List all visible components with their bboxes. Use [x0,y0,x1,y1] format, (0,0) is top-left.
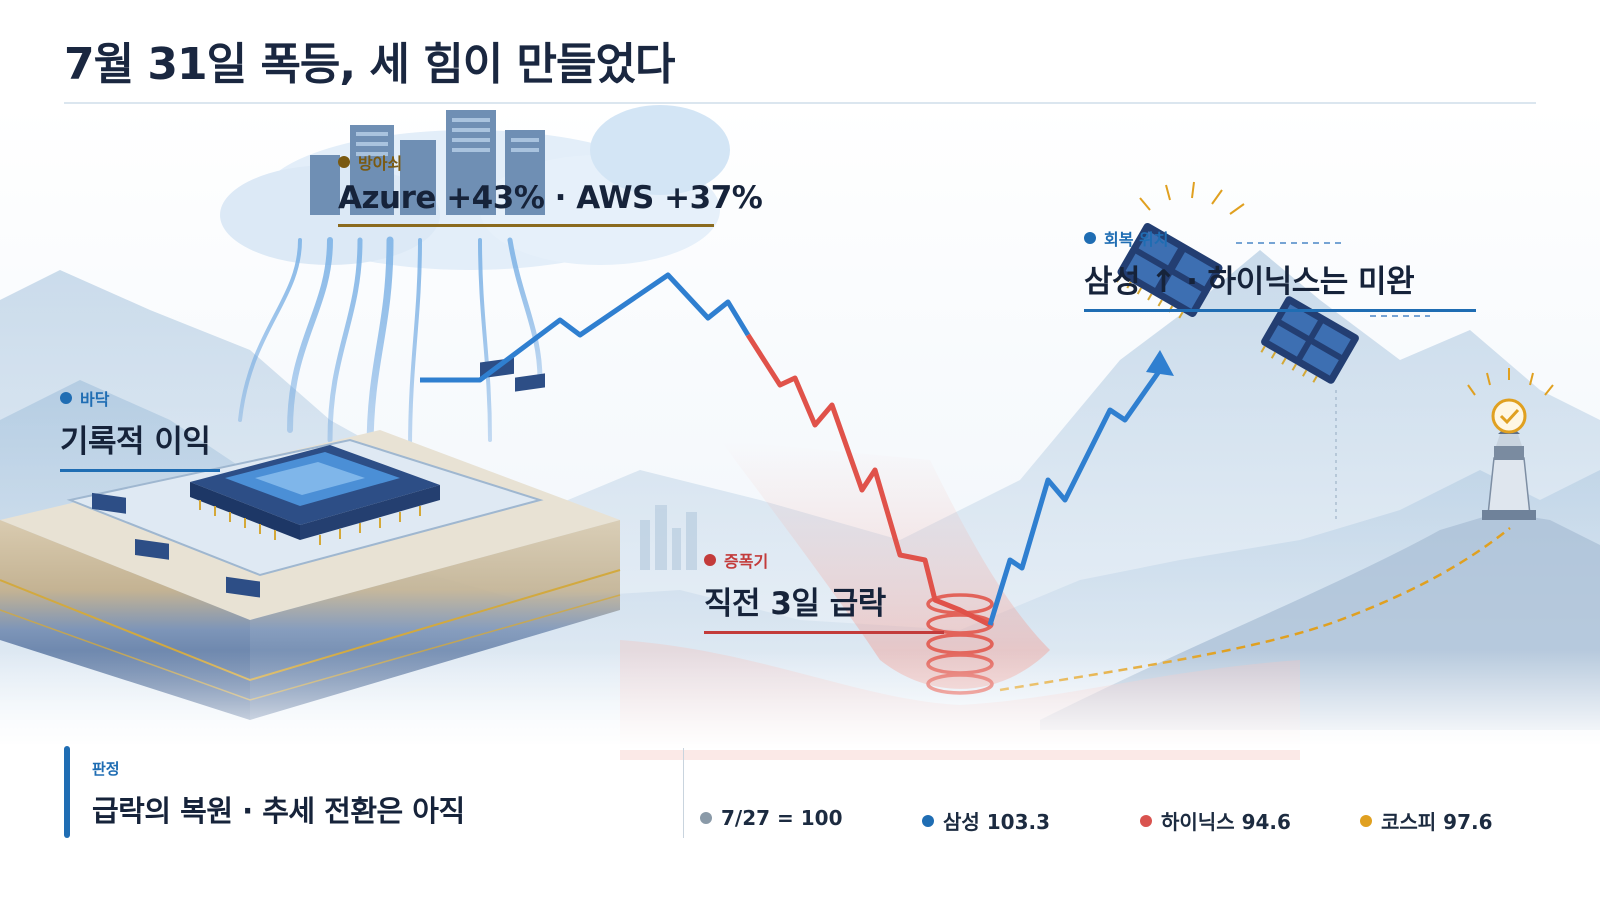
legend-item-samsung: 삼성 103.3 [922,806,1050,835]
city-silhouette [640,505,697,570]
bottom-fade [0,650,1600,750]
legend-item-hynix: 하이닉스 94.6 [1140,806,1291,835]
bullet-icon [338,156,350,168]
legend-label: 코스피 97.6 [1381,810,1493,834]
title-divider [64,102,1536,104]
verdict-text: 급락의 복원 · 추세 전환은 아직 [92,794,465,828]
bullet-icon [1084,232,1096,244]
memory-chip-icon [1115,181,1359,384]
callout-defense-tag: 방아쇠 [358,154,403,173]
legend-dot-icon [1140,814,1152,827]
callout-amplifier-tag: 증폭기 [724,552,769,571]
callout-defense-rule [338,224,714,227]
callout-recovery: 회복 위치 삼성 ↑ · 하이닉스는 미완 [1084,226,1476,312]
legend-dot-icon [922,814,934,827]
kospi-dashed-path [999,527,1511,692]
data-streams [238,236,543,454]
callout-amplifier: 증폭기 직전 3일 급락 [704,548,944,634]
callout-defense-headline: Azure +43% · AWS +37% [338,180,763,216]
bullet-icon [60,392,72,404]
red-dust [720,440,1050,689]
bullet-icon [704,554,716,566]
footer-divider [683,748,684,838]
callout-recovery-headline: 삼성 ↑ · 하이닉스는 미완 [1084,264,1415,300]
page-title: 7월 31일 폭등, 세 힘이 만들었다 [64,39,675,90]
price-line-crash [745,333,992,628]
callout-floor-rule [60,469,220,472]
callout-floor-tag: 바닥 [80,390,110,409]
callout-floor-headline: 기록적 이익 [60,424,211,460]
price-line-rise [420,272,751,383]
verdict-label: 판정 [92,760,120,778]
legend-label: 7/27 = 100 [721,806,843,830]
legend-dot-icon [1360,814,1372,827]
legend-item-base: 7/27 = 100 [700,806,842,830]
legend-label: 하이닉스 94.6 [1161,810,1291,834]
callout-recovery-tag: 회복 위치 [1104,230,1169,249]
trend-arrow-icon [1146,350,1174,376]
price-line-recovery [987,368,1163,626]
callout-recovery-rule [1084,309,1476,312]
checkmark-icon [1491,398,1527,434]
callout-defense: 방아쇠 Azure +43% · AWS +37% [338,150,763,227]
legend-item-kospi: 코스피 97.6 [1360,806,1493,835]
callout-floor: 바닥 기록적 이익 [60,386,220,472]
callout-amplifier-rule [704,631,944,634]
callout-amplifier-headline: 직전 3일 급락 [704,586,886,622]
legend-dot-icon [700,812,712,824]
legend-label: 삼성 103.3 [943,810,1051,834]
verdict-accent-bar [64,746,70,838]
cloud-servers-icon [220,105,730,270]
